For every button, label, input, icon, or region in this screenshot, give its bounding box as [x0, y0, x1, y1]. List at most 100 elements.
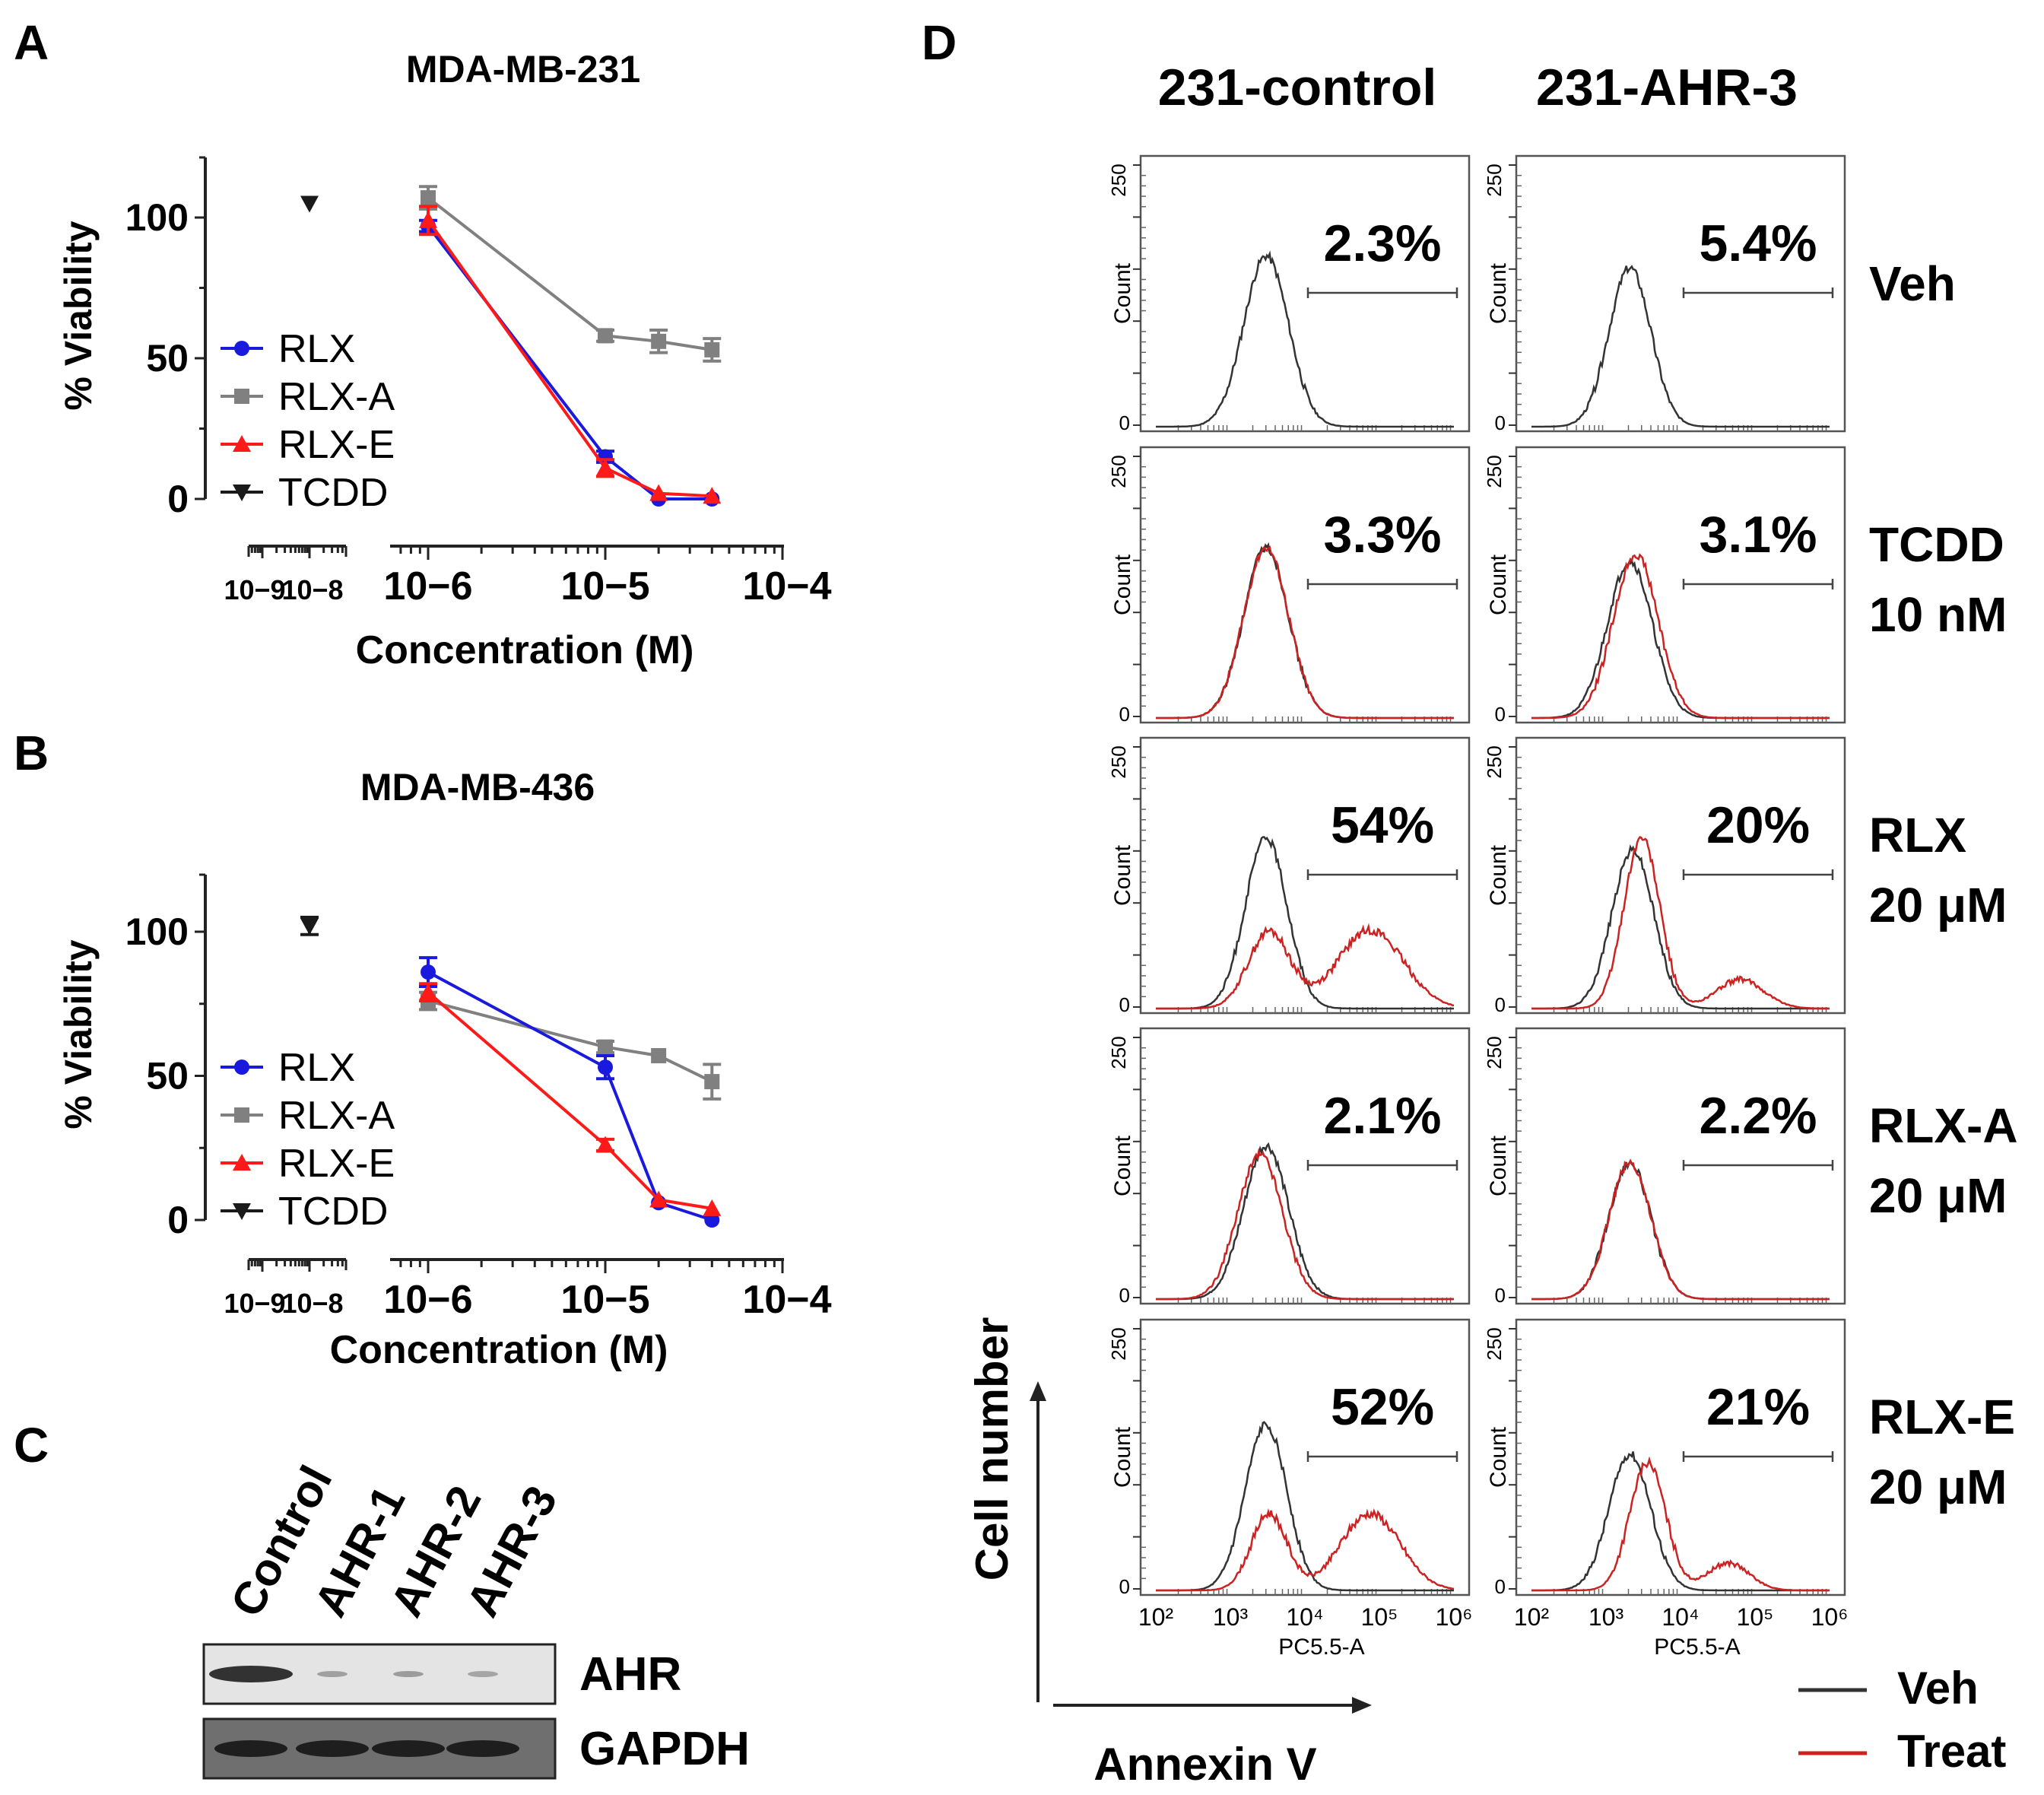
row-label-dose: 20 μM — [1869, 878, 2007, 932]
data-point — [421, 964, 436, 980]
x-axis-label: Concentration (M) — [330, 1328, 668, 1372]
data-point — [300, 918, 319, 936]
legend-marker-rlx-e — [233, 1154, 251, 1171]
blot-band — [372, 1740, 445, 1757]
histogram-panel-1-1: 0 250 Count 3.1% — [1483, 446, 1846, 726]
data-point — [598, 328, 613, 344]
veh-histogram — [1531, 265, 1830, 428]
count-label: Count — [1486, 1135, 1511, 1196]
x-tick-label: 10⁴ — [1286, 1603, 1323, 1631]
annexin-arrowhead — [1352, 1697, 1372, 1714]
count-label: Count — [1486, 1426, 1511, 1488]
y-tick-label: 100 — [125, 196, 189, 239]
row-label-dose: 20 μM — [1869, 1168, 2007, 1223]
data-point — [596, 1136, 614, 1153]
y-tick-zero: 0 — [1119, 703, 1130, 726]
data-point — [704, 1074, 720, 1090]
series-rlx-e — [419, 205, 722, 504]
treat-histogram — [1156, 1507, 1455, 1592]
veh-histogram — [1156, 250, 1454, 428]
veh-histogram — [1156, 1421, 1454, 1592]
x-tick-label: 10−6 — [383, 564, 472, 608]
histogram-panel-4-1: 0 250 Count 21% — [1483, 1318, 1846, 1598]
row-label-treatment: Veh — [1869, 256, 1956, 311]
x-tick-label: 10⁵ — [1361, 1603, 1398, 1631]
treat-histogram — [1156, 923, 1455, 1010]
data-point — [703, 1199, 722, 1216]
gate-percentage: 2.2% — [1700, 1087, 1817, 1145]
x-tick-label: 10⁵ — [1737, 1603, 1774, 1631]
treat-histogram — [1531, 836, 1830, 1010]
chart-title: MDA-MB-436 — [360, 766, 595, 809]
legend-label-rlx-e: RLX-E — [278, 1142, 395, 1186]
y-tick-zero: 0 — [1495, 1284, 1506, 1307]
x-tick-label: 10−8 — [281, 574, 343, 605]
series-rlx-a — [419, 990, 722, 1101]
data-point — [421, 190, 436, 206]
histogram-panel-3-0: 0 250 Count 2.1% — [1107, 1027, 1471, 1307]
y-tick-zero: 0 — [1119, 411, 1130, 434]
count-label: Count — [1110, 262, 1135, 324]
column-title-control: 231-control — [1158, 59, 1437, 116]
legend-marker-rlx-e — [233, 435, 251, 452]
series-tcdd — [300, 195, 319, 213]
blot-band — [393, 1671, 424, 1677]
legend-label-treat: Treat — [1897, 1726, 2006, 1777]
y-tick-label: 0 — [167, 1199, 189, 1241]
histogram-panel-2-1: 0 250 Count 20% — [1483, 736, 1846, 1016]
y-tick-label: 0 — [167, 478, 189, 520]
legend-label-rlx-a: RLX-A — [278, 375, 395, 419]
data-point — [649, 484, 668, 501]
row-label-treatment: RLX-E — [1869, 1390, 2015, 1444]
veh-histogram — [1531, 844, 1830, 1010]
x-tick-label: 10³ — [1213, 1603, 1249, 1631]
chart-title: MDA-MB-231 — [406, 48, 640, 91]
data-point — [598, 1039, 613, 1055]
legend-label-rlx-a: RLX-A — [278, 1094, 395, 1138]
y-tick-top: 250 — [1107, 1036, 1130, 1069]
series-tcdd — [300, 916, 319, 936]
count-label: Count — [1110, 1135, 1135, 1196]
treat-histogram — [1531, 1456, 1830, 1592]
treat-histogram — [1531, 553, 1830, 720]
count-label: Count — [1486, 554, 1511, 615]
y-tick-top: 250 — [1483, 164, 1506, 196]
y-tick-top: 250 — [1107, 164, 1130, 196]
treat-histogram — [1531, 1158, 1830, 1301]
y-tick-top: 250 — [1483, 1036, 1506, 1069]
x-axis-label: Concentration (M) — [356, 628, 694, 672]
y-tick-top: 250 — [1107, 745, 1130, 778]
data-point — [596, 459, 614, 476]
panel-label-d: D — [922, 15, 957, 70]
blot-band — [317, 1671, 348, 1677]
legend-marker-rlx-a — [234, 1107, 249, 1123]
annexin-axis-label: Annexin V — [1093, 1739, 1316, 1790]
row-label-treatment: RLX-A — [1869, 1098, 2018, 1153]
blot-row-label: GAPDH — [579, 1723, 750, 1775]
data-point — [419, 983, 437, 1000]
y-tick-zero: 0 — [1119, 1284, 1130, 1307]
x-tick-label: 10⁴ — [1662, 1603, 1699, 1631]
gate-percentage: 20% — [1706, 796, 1810, 854]
legend-label-tcdd: TCDD — [278, 1190, 388, 1234]
y-tick-top: 250 — [1107, 455, 1130, 488]
x-tick-label: 10−9 — [224, 574, 285, 605]
series-rlx — [419, 956, 720, 1228]
series-line — [427, 991, 713, 1210]
cell-number-arrowhead — [1030, 1381, 1046, 1401]
legend-marker-tcdd — [233, 1203, 251, 1220]
y-tick-zero: 0 — [1119, 993, 1130, 1016]
y-axis-label: % Viability — [57, 939, 100, 1129]
blot-band — [468, 1671, 498, 1677]
y-tick-zero: 0 — [1119, 1575, 1130, 1598]
x-tick-label: 10−8 — [281, 1288, 343, 1319]
x-tick-label: 10² — [1138, 1603, 1174, 1631]
y-tick-label: 50 — [146, 1055, 189, 1098]
y-tick-top: 250 — [1483, 455, 1506, 488]
viability-chart-mda-mb-231: MDA-MB-231 % Viability Concentration (M)… — [57, 48, 832, 672]
gate-percentage: 3.3% — [1324, 506, 1442, 564]
series-rlx-e — [419, 982, 722, 1216]
veh-histogram — [1531, 1451, 1830, 1592]
gate-percentage: 2.1% — [1324, 1087, 1442, 1145]
